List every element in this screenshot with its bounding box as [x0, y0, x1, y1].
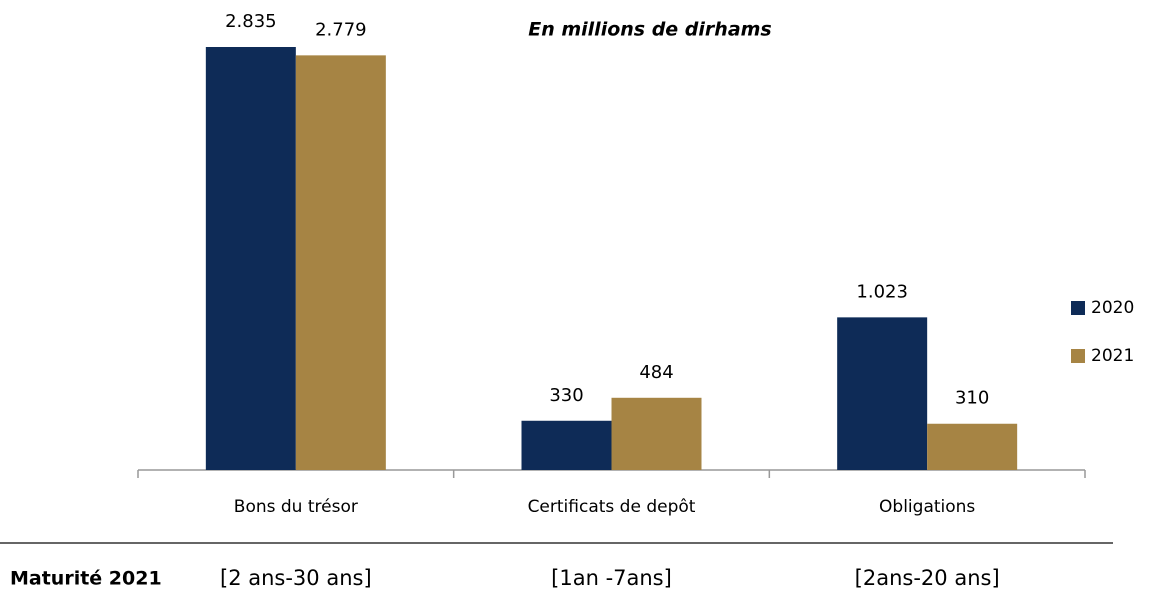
bar [295, 55, 386, 470]
data-label: 484 [639, 362, 673, 383]
maturity-value: [2 ans-30 ans] [220, 566, 372, 590]
legend-label: 2021 [1091, 346, 1134, 366]
data-label: 310 [955, 388, 989, 409]
bar [837, 317, 928, 470]
legend-label: 2020 [1091, 298, 1134, 318]
data-label: 2.779 [315, 19, 367, 40]
legend-swatch [1071, 301, 1085, 315]
legend-swatch [1071, 349, 1085, 363]
x-tick-label: Bons du trésor [234, 497, 358, 517]
bar [205, 47, 296, 470]
data-label: 1.023 [856, 281, 908, 302]
chart-title: En millions de dirhams [528, 19, 772, 41]
bar [521, 420, 612, 470]
maturity-value: [2ans-20 ans] [855, 566, 1000, 590]
x-tick-label: Obligations [879, 497, 975, 517]
data-label: 330 [549, 385, 583, 406]
maturity-value: [1an -7ans] [551, 566, 672, 590]
x-tick-label: Certificats de depôt [528, 497, 696, 517]
maturity-label: Maturité 2021 [10, 568, 162, 590]
data-label: 2.835 [225, 11, 277, 32]
bar [927, 423, 1018, 470]
bar [611, 397, 702, 470]
